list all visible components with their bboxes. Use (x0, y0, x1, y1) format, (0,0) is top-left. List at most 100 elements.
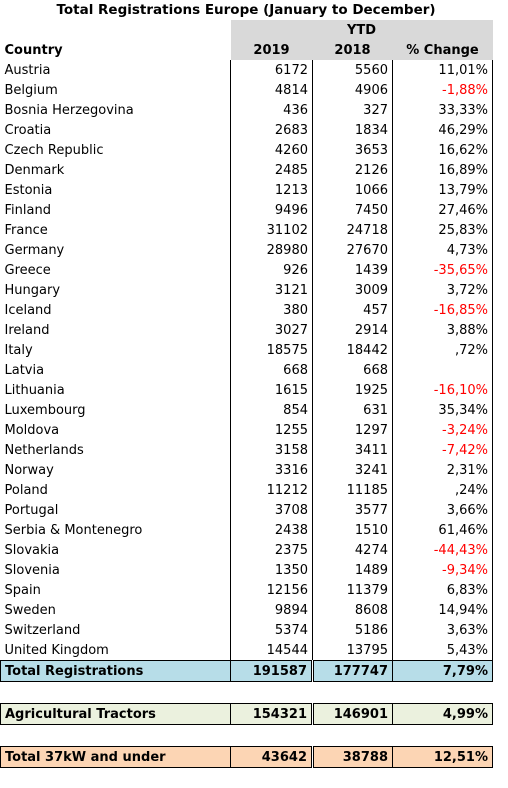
table-row: Norway 3316 3241 2,31% (1, 460, 493, 480)
value-2019-cell: 2438 (230, 520, 313, 540)
table-row: Estonia 1213 1066 13,79% (1, 180, 493, 200)
table-row: Poland 11212 11185,24% (1, 480, 493, 500)
country-cell: Spain (4, 582, 41, 598)
agricultural-tractors-row: Agricultural Tractors 154321 146901 4,99% (0, 703, 493, 725)
table-row: Finland 9496 7450 27,46% (1, 200, 493, 220)
table-row: Latvia 668 668 (1, 360, 493, 380)
country-cell: Slovakia (4, 542, 60, 558)
change-cell: 4,73% (392, 240, 493, 260)
value-2018-cell: 3411 (312, 440, 393, 460)
country-cell: Serbia & Montenegro (4, 522, 143, 538)
country-cell: Greece (4, 262, 51, 278)
country-cell: Austria (4, 62, 51, 78)
value-2018-cell: 27670 (312, 240, 393, 260)
table-row: Spain 12156 11379 6,83% (1, 580, 493, 600)
country-cell: Czech Republic (4, 142, 104, 158)
change-cell: 3,66% (392, 500, 493, 520)
table-row: United Kingdom 14544 13795 5,43% (1, 640, 493, 661)
value-2018-cell: 3241 (312, 460, 393, 480)
total-registrations-row-change: 7,79% (392, 660, 493, 682)
total-37kw-row-change: 12,51% (392, 746, 493, 768)
value-2018-cell: 2126 (312, 160, 393, 180)
agricultural-tractors-row-2019: 154321 (230, 703, 313, 725)
value-2019-cell: 3708 (230, 500, 313, 520)
change-cell: -35,65% (392, 260, 493, 280)
value-2018-cell: 7450 (312, 200, 393, 220)
change-cell: 35,34% (392, 400, 493, 420)
value-2018-cell: 1925 (312, 380, 393, 400)
value-2019-cell: 380 (230, 300, 313, 320)
value-2018-cell: 5186 (312, 620, 393, 640)
value-2019-cell: 3158 (230, 440, 313, 460)
total-37kw-row-2018: 38788 (311, 746, 393, 768)
table-row: Sweden 9894 8608 14,94% (1, 600, 493, 620)
year-2018-header: 2018 (312, 40, 393, 60)
country-cell: Estonia (4, 182, 53, 198)
country-cell: Hungary (4, 282, 61, 298)
change-cell: 16,89% (392, 160, 493, 180)
spacer-row (1, 682, 493, 704)
value-2018-cell: 1834 (312, 120, 393, 140)
value-2018-cell: 11379 (312, 580, 393, 600)
change-cell: ,72% (392, 340, 493, 360)
country-cell: Slovenia (4, 562, 60, 578)
change-cell: ,24% (392, 480, 493, 500)
change-cell: -16,85% (392, 300, 493, 320)
country-cell: Sweden (4, 602, 56, 618)
country-cell: Italy (4, 342, 33, 358)
spacer-row (1, 725, 493, 747)
country-cell: Norway (4, 462, 54, 478)
value-2018-cell: 1489 (312, 560, 393, 580)
value-2018-cell: 457 (312, 300, 393, 320)
value-2019-cell: 436 (230, 100, 313, 120)
value-2019-cell: 1350 (230, 560, 313, 580)
country-cell: Iceland (4, 302, 52, 318)
value-2019-cell: 4260 (230, 140, 313, 160)
table-row: Serbia & Montenegro 2438 1510 61,46% (1, 520, 493, 540)
change-cell: 27,46% (392, 200, 493, 220)
value-2018-cell: 668 (312, 360, 393, 380)
value-2019-cell: 4814 (230, 80, 313, 100)
change-cell: 61,46% (392, 520, 493, 540)
table-row: Croatia 2683 1834 46,29% (1, 120, 493, 140)
header-row-columns: Country 2019 2018 % Change (1, 40, 493, 60)
table-row: Slovenia 1350 1489 -9,34% (1, 560, 493, 580)
change-cell: 16,62% (392, 140, 493, 160)
change-cell: 25,83% (392, 220, 493, 240)
change-cell: 3,63% (392, 620, 493, 640)
table-row: Germany 28980 27670 4,73% (1, 240, 493, 260)
change-cell: 33,33% (392, 100, 493, 120)
change-cell (392, 360, 493, 380)
value-2019-cell: 2683 (230, 120, 313, 140)
value-2019-cell: 31102 (230, 220, 313, 240)
value-2019-cell: 18575 (230, 340, 313, 360)
value-2018-cell: 13795 (312, 640, 393, 661)
value-2019-cell: 3316 (230, 460, 313, 480)
country-cell: Germany (4, 242, 65, 258)
agricultural-tractors-row-2018: 146901 (311, 703, 393, 725)
country-cell: Lithuania (4, 382, 65, 398)
country-cell: Luxembourg (4, 402, 86, 418)
change-cell: 3,72% (392, 280, 493, 300)
value-2019-cell: 926 (230, 260, 313, 280)
country-cell: Croatia (4, 122, 52, 138)
value-2018-cell: 327 (312, 100, 393, 120)
table-row: Ireland 3027 2914 3,88% (1, 320, 493, 340)
table-row: Moldova 1255 1297 -3,24% (1, 420, 493, 440)
value-2018-cell: 1439 (312, 260, 393, 280)
change-cell: 3,88% (392, 320, 493, 340)
value-2018-cell: 1066 (312, 180, 393, 200)
value-2019-cell: 3121 (230, 280, 313, 300)
total-37kw-row-label: Total 37kW and under (0, 746, 231, 768)
table-row: Hungary 3121 3009 3,72% (1, 280, 493, 300)
value-2018-cell: 1510 (312, 520, 393, 540)
value-2018-cell: 5560 (312, 60, 393, 80)
total-37kw-row-2019: 43642 (230, 746, 313, 768)
country-cell: Bosnia Herzegovina (4, 102, 134, 118)
agricultural-tractors-row-label: Agricultural Tractors (0, 703, 231, 725)
total-registrations-row: Total Registrations 191587 177747 7,79% (0, 660, 493, 682)
change-cell: -16,10% (392, 380, 493, 400)
value-2019-cell: 1255 (230, 420, 313, 440)
change-cell: 5,43% (392, 640, 493, 661)
change-header: % Change (392, 40, 493, 60)
